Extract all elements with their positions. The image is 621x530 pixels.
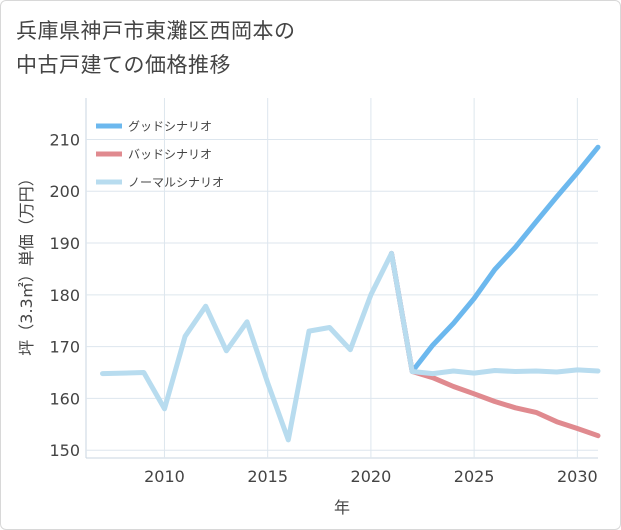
x-tick-label: 2010 — [144, 467, 185, 486]
grid — [85, 98, 598, 459]
x-axis-ticks: 2010 2015 2020 2025 2030 — [144, 467, 598, 486]
legend-label-0: グッドシナリオ — [128, 120, 212, 134]
y-axis-label: 坪（3.3㎡）単価（万円） — [17, 170, 36, 355]
y-tick-label: 190 — [49, 234, 80, 253]
series-line-0 — [389, 144, 601, 374]
series-line-1 — [389, 250, 601, 439]
y-tick-label: 160 — [49, 389, 80, 408]
y-tick-label: 200 — [49, 182, 80, 201]
y-tick-label: 150 — [49, 441, 80, 460]
y-tick-label: 170 — [49, 338, 80, 357]
y-tick-label: 180 — [49, 286, 80, 305]
legend-label-2: ノーマルシナリオ — [128, 176, 224, 190]
x-tick-label: 2020 — [351, 467, 392, 486]
chart-title-line1: 兵庫県神戸市東灘区西岡本の — [16, 19, 296, 43]
legend-label-1: バッドシナリオ — [128, 148, 212, 162]
y-axis-ticks: 150 160 170 180 190 200 210 — [49, 130, 80, 460]
series-group — [100, 144, 601, 443]
series-line-2 — [100, 250, 601, 443]
chart-title-line2: 中古戸建ての価格推移 — [16, 53, 231, 77]
x-axis-label: 年 — [334, 498, 350, 517]
chart-title: 兵庫県神戸市東灘区西岡本の 中古戸建ての価格推移 — [16, 14, 296, 82]
x-tick-label: 2025 — [454, 467, 495, 486]
y-tick-label: 210 — [49, 130, 80, 149]
x-tick-label: 2015 — [247, 467, 288, 486]
x-tick-label: 2030 — [557, 467, 598, 486]
